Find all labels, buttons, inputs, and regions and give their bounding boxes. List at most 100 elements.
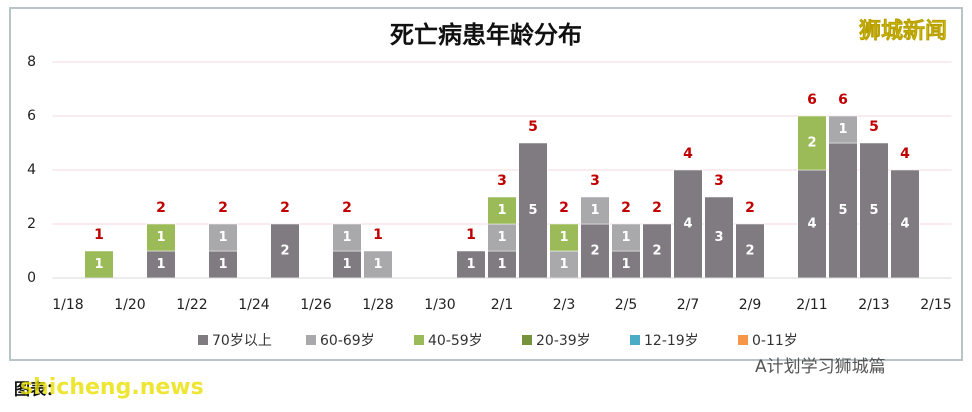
segment-label: 1 xyxy=(466,257,475,272)
total-label: 2 xyxy=(652,200,662,216)
legend-label: 40-59岁 xyxy=(428,333,483,349)
bar-segment xyxy=(611,250,641,279)
total-label: 6 xyxy=(807,92,817,108)
bar-segment xyxy=(487,250,517,279)
legend-swatch xyxy=(414,335,424,345)
total-label: 3 xyxy=(590,173,600,189)
segment-label: 1 xyxy=(156,230,165,245)
segment-label: 1 xyxy=(559,257,568,272)
segment-label: 2 xyxy=(807,136,816,151)
segment-label: 1 xyxy=(497,203,506,218)
total-label: 4 xyxy=(900,146,910,162)
x-tick-label: 1/30 xyxy=(424,297,455,313)
segment-label: 2 xyxy=(590,244,599,259)
segment-label: 1 xyxy=(342,230,351,245)
segment-label: 1 xyxy=(497,230,506,245)
segment-label: 5 xyxy=(528,203,537,218)
total-label: 2 xyxy=(745,200,755,216)
segment-label: 3 xyxy=(714,230,723,245)
x-tick-label: 1/26 xyxy=(300,297,332,313)
x-tick-label: 1/28 xyxy=(362,297,393,313)
y-tick-label: 4 xyxy=(27,162,36,178)
bar-segment xyxy=(580,196,610,225)
x-tick-label: 2/1 xyxy=(491,297,514,313)
segment-label: 1 xyxy=(559,230,568,245)
bar-segment xyxy=(270,223,300,279)
x-tick-label: 2/5 xyxy=(615,297,638,313)
segment-label: 1 xyxy=(342,257,351,272)
segment-label: 1 xyxy=(94,257,103,272)
total-label: 2 xyxy=(280,200,290,216)
bar-segment xyxy=(208,223,238,252)
bar-segment xyxy=(859,142,889,279)
total-label: 2 xyxy=(559,200,569,216)
segment-label: 4 xyxy=(900,217,909,232)
legend-label: 12-19岁 xyxy=(644,333,699,349)
total-label: 6 xyxy=(838,92,848,108)
bar-segment xyxy=(487,196,517,225)
total-label: 5 xyxy=(528,119,538,135)
x-tick-label: 2/7 xyxy=(677,297,700,313)
segment-label: 5 xyxy=(838,203,847,218)
segment-label: 1 xyxy=(621,257,630,272)
bar-segment xyxy=(828,142,858,279)
segment-label: 4 xyxy=(807,217,816,232)
bar-segment xyxy=(332,223,362,252)
y-tick-label: 0 xyxy=(27,270,36,286)
segment-label: 5 xyxy=(869,203,878,218)
x-tick-label: 1/20 xyxy=(114,297,145,313)
legend-label: 20-39岁 xyxy=(536,333,591,349)
bar-segment xyxy=(549,250,579,279)
total-label: 5 xyxy=(869,119,879,135)
bar-segment xyxy=(487,223,517,252)
bar-segment xyxy=(363,250,393,279)
bar-segment xyxy=(146,250,176,279)
x-tick-label: 2/15 xyxy=(920,297,951,313)
site-watermark: shicheng.news xyxy=(20,375,204,400)
segment-label: 1 xyxy=(218,257,227,272)
segment-label: 4 xyxy=(683,217,692,232)
total-label: 2 xyxy=(342,200,352,216)
bar-segment xyxy=(549,223,579,252)
segment-label: 1 xyxy=(838,122,847,137)
legend-swatch xyxy=(630,335,640,345)
bar-segment xyxy=(735,223,765,279)
segment-label: 1 xyxy=(590,203,599,218)
segment-label: 1 xyxy=(497,257,506,272)
source-label: 图表： xyxy=(14,380,62,399)
segment-label: 1 xyxy=(621,230,630,245)
bar-segment xyxy=(642,223,672,279)
x-tick-label: 2/13 xyxy=(858,297,889,313)
bar-segment xyxy=(673,169,703,279)
bar-segment xyxy=(208,250,238,279)
segment-label: 2 xyxy=(652,244,661,259)
total-label: 2 xyxy=(621,200,631,216)
y-tick-label: 6 xyxy=(27,108,36,124)
bar-segment xyxy=(456,250,486,279)
bar-segment xyxy=(146,223,176,252)
legend-label: 60-69岁 xyxy=(320,333,375,349)
y-tick-label: 2 xyxy=(27,216,36,232)
x-tick-label: 1/24 xyxy=(238,297,270,313)
bar-segment xyxy=(518,142,548,279)
legend-swatch xyxy=(306,335,316,345)
legend-swatch xyxy=(738,335,748,345)
wechat-watermark: A计划学习狮城篇 xyxy=(755,357,886,377)
total-label: 2 xyxy=(156,200,166,216)
segment-label: 2 xyxy=(745,244,754,259)
x-tick-label: 2/9 xyxy=(739,297,762,313)
legend-swatch xyxy=(198,335,208,345)
bar-segment xyxy=(797,115,827,171)
legend-label: 70岁以上 xyxy=(212,333,272,349)
watermark: 狮城新闻 xyxy=(859,18,947,44)
y-tick-label: 8 xyxy=(27,54,36,70)
bar-segment xyxy=(704,196,734,279)
total-label: 1 xyxy=(466,227,476,243)
segment-label: 1 xyxy=(156,257,165,272)
segment-label: 1 xyxy=(373,257,382,272)
x-tick-label: 1/22 xyxy=(176,297,207,313)
total-label: 1 xyxy=(94,227,104,243)
total-label: 2 xyxy=(218,200,228,216)
chart-title: 死亡病患年龄分布 xyxy=(390,21,582,49)
